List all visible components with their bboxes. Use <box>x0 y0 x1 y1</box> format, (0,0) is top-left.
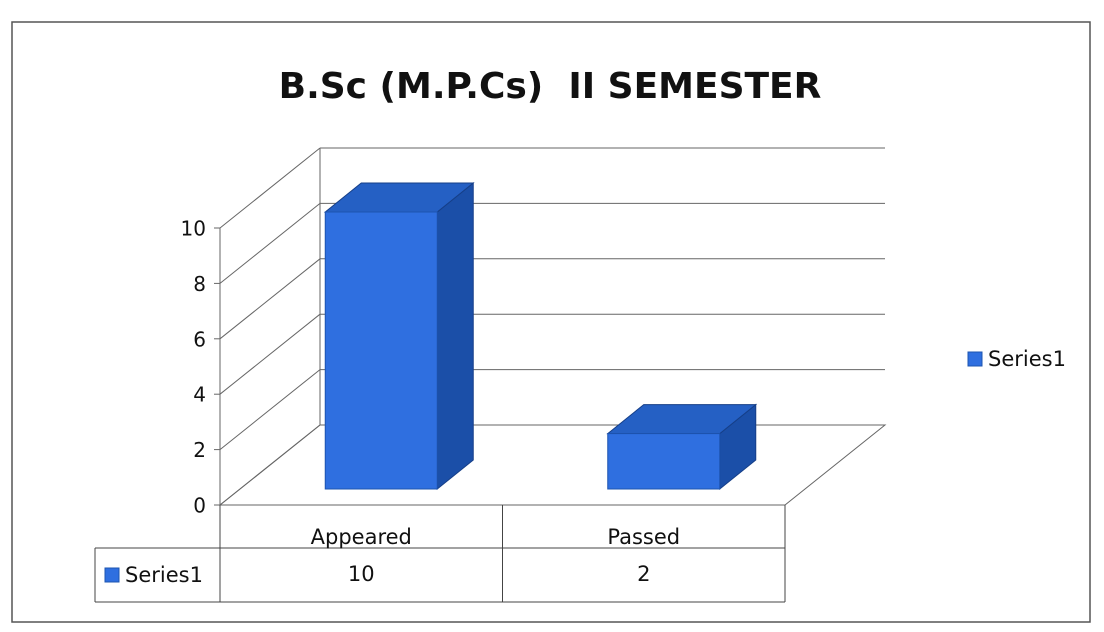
legend-key <box>967 351 983 367</box>
y-tick-label: 8 <box>193 272 206 296</box>
legend-label: Series1 <box>988 347 1066 371</box>
bar <box>324 211 438 490</box>
table-value: 2 <box>637 562 650 586</box>
y-tick-label: 10 <box>181 217 206 241</box>
grid-line <box>219 147 321 229</box>
table-value: 10 <box>348 562 375 586</box>
y-tick-label: 2 <box>193 438 206 462</box>
bar-side <box>436 181 474 491</box>
grid-line <box>219 203 321 284</box>
grid-line <box>219 369 321 450</box>
table-row-header: Series1 <box>125 563 203 587</box>
chart-frame <box>11 21 1091 623</box>
grid-line <box>219 258 321 340</box>
bar <box>607 433 721 490</box>
grid-line <box>219 313 321 395</box>
x-tick-label: Appeared <box>311 525 412 549</box>
y-tick-label: 6 <box>193 327 206 351</box>
legend-key <box>104 567 120 583</box>
y-tick-label: 4 <box>193 383 206 407</box>
chart-title: B.Sc (M.P.Cs) II SEMESTER <box>279 66 822 107</box>
x-tick-label: Passed <box>607 525 680 549</box>
y-tick-label: 0 <box>193 494 206 518</box>
grid-line <box>219 424 321 506</box>
